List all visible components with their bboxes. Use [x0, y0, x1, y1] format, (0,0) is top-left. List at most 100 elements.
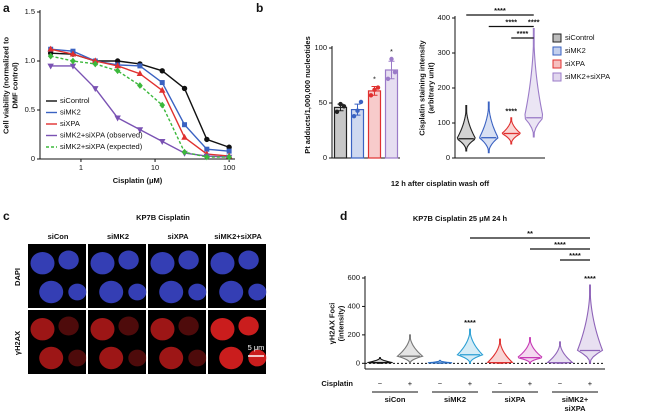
legend-label: siMK2: [60, 107, 81, 116]
violin: [501, 117, 521, 145]
x-tick-label: −: [438, 379, 443, 388]
chart-title: KP7B Cisplatin 25 μM 24 h: [413, 214, 508, 223]
y-tick-label: 50: [319, 98, 327, 107]
y-tick-label: 0: [356, 358, 360, 367]
y-axis-label: (intensity): [336, 305, 345, 341]
point: [159, 68, 165, 74]
point: [114, 67, 121, 75]
violin: [456, 104, 476, 152]
y-tick-label: 400: [437, 13, 450, 22]
foci: [99, 346, 124, 370]
legend-label: siMK2+siXPA (expected): [60, 142, 143, 151]
nucleus: [68, 283, 87, 301]
y-tick-label: 1.5: [25, 7, 35, 16]
foci: [150, 317, 175, 341]
legend-swatch: [552, 72, 562, 82]
x-tick-label: −: [498, 379, 503, 388]
foci: [159, 346, 184, 370]
legend-swatch: [552, 46, 562, 56]
bar: [384, 69, 399, 159]
legend-swatch: [552, 59, 562, 69]
violin: [546, 341, 574, 364]
legend-label: siMK2+siXPA: [565, 72, 610, 81]
data-point: [334, 109, 340, 115]
y-axis-label: (arbitrary unit): [426, 62, 435, 114]
foci: [219, 346, 244, 370]
bracket-label: ****: [517, 29, 529, 38]
y-tick-label: 600: [347, 273, 360, 282]
nucleus: [219, 280, 244, 304]
data-point: [372, 87, 377, 93]
point: [204, 136, 210, 143]
foci: [39, 346, 64, 370]
violin: [478, 101, 499, 154]
x-tick-label: 10: [151, 163, 159, 172]
y-tick-label: 100: [314, 43, 327, 52]
bracket-label: ****: [505, 17, 517, 26]
bracket-label: ****: [569, 251, 581, 260]
violin: [367, 357, 393, 364]
point: [181, 148, 188, 156]
foci: [128, 349, 147, 367]
x-axis-label: Cisplatin (μM): [113, 176, 163, 185]
point: [137, 63, 143, 69]
nucleus: [58, 250, 79, 270]
nucleus: [178, 250, 199, 270]
annotation: *: [373, 74, 376, 83]
foci: [210, 317, 235, 341]
legend-label: siControl: [60, 96, 90, 105]
nucleus: [210, 251, 235, 275]
point: [158, 86, 166, 93]
panel-label: b: [256, 1, 263, 15]
foci: [30, 317, 55, 341]
y-tick-label: 300: [437, 48, 450, 57]
y-axis-label: DMF control): [10, 62, 19, 109]
point: [47, 45, 54, 52]
bracket-label: **: [527, 229, 533, 238]
annotation: ****: [505, 107, 517, 116]
point: [47, 52, 54, 60]
group-label: siXPA: [504, 395, 526, 404]
y-tick-label: 0: [31, 154, 35, 163]
data-point: [341, 104, 347, 109]
point: [69, 50, 77, 57]
annotation: ****: [584, 274, 596, 283]
point: [181, 85, 188, 92]
row-label: γH2AX: [13, 331, 22, 355]
annotation: ****: [464, 318, 476, 327]
column-label: siMK2: [107, 232, 129, 241]
y-tick-label: 1.0: [25, 56, 35, 65]
foci: [238, 316, 259, 336]
panel-label: a: [3, 1, 10, 15]
foci: [178, 316, 199, 336]
point: [136, 70, 144, 77]
legend-label: siXPA: [60, 119, 80, 128]
panel-label: d: [340, 209, 347, 223]
point: [182, 122, 188, 128]
x-tick-label: 1: [79, 163, 83, 172]
foci: [118, 316, 139, 336]
row-label: DAPI: [13, 268, 22, 286]
x-tick-label: −: [378, 379, 383, 388]
point: [158, 139, 166, 146]
y-axis-label: Pt adducts/1,000,000 nucleotides: [303, 36, 312, 154]
legend-label: siMK2: [565, 46, 586, 55]
y-tick-label: 0: [446, 153, 450, 162]
point: [181, 133, 188, 140]
nucleus: [238, 250, 259, 270]
data-point: [338, 101, 343, 107]
scale-bar-label: 5 μm: [248, 343, 265, 352]
group-label: siCon: [385, 395, 406, 404]
x-tick-label: +: [588, 379, 593, 388]
violin: [524, 27, 544, 138]
y-tick-label: 0.5: [25, 105, 35, 114]
data-point: [392, 70, 398, 75]
x-tick-label: −: [558, 379, 563, 388]
bracket-label: ****: [554, 240, 566, 249]
data-point: [385, 76, 391, 82]
data-point: [375, 85, 381, 90]
y-axis-label: Cisplatin staining intensity: [417, 39, 426, 135]
point: [47, 63, 54, 70]
x-tick-label: 100: [223, 163, 236, 172]
